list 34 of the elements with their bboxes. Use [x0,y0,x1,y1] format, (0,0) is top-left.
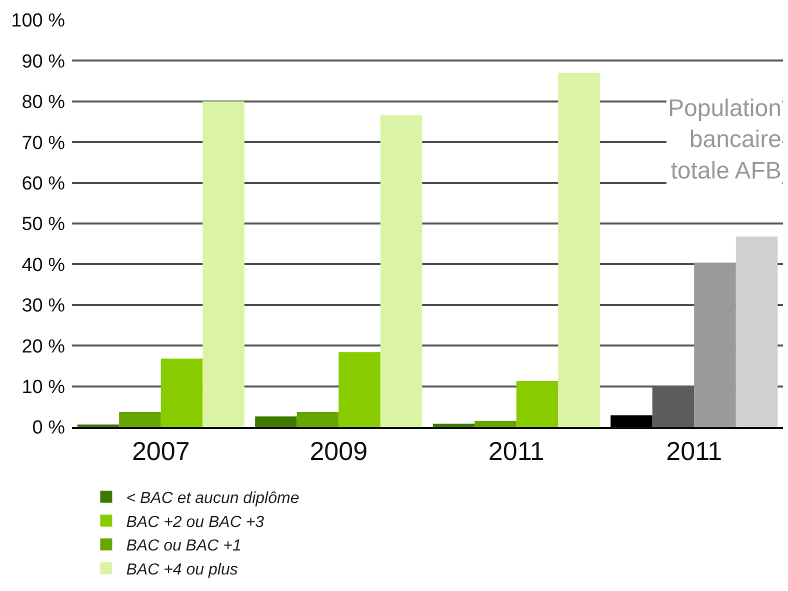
bar [160,358,203,427]
bar [380,115,422,427]
bar [736,236,778,427]
bar [202,101,244,427]
y-tick-label: 40 % [22,254,66,276]
bar [558,72,600,427]
y-tick-label: 60 % [22,173,66,194]
y-tick-label: 30 % [22,296,66,317]
bar [432,424,475,427]
x-tick-label: 2011 [488,436,544,466]
legend-label: < BAC et aucun diplôme [126,490,300,508]
bar [296,412,339,427]
bar [694,262,736,427]
annotation: Population bancaire totale AFB [668,95,782,184]
bar [255,416,297,427]
y-tick-label: 80 % [22,92,66,114]
bar [516,381,558,427]
legend-label: BAC +2 ou BAC +3 [126,514,264,531]
legend-label: BAC ou BAC +1 [126,538,242,555]
bar [610,415,652,427]
y-tick-label: 100 % [11,10,66,32]
legend-label: BAC +4 ou plus [126,561,238,578]
y-tick-label: 90 % [22,51,66,72]
bar [338,352,380,427]
bar [474,420,516,427]
x-tick-label: 2007 [132,436,190,466]
y-tick-label: 10 % [22,376,66,398]
y-tick-label: 0 % [32,418,66,439]
y-tick-label: 50 % [22,214,66,236]
x-tick-label: 2009 [310,436,368,466]
bar [119,412,161,427]
y-tick-label: 70 % [22,132,66,154]
x-tick-label: 2011 [666,436,722,466]
y-tick-label: 20 % [22,336,66,358]
